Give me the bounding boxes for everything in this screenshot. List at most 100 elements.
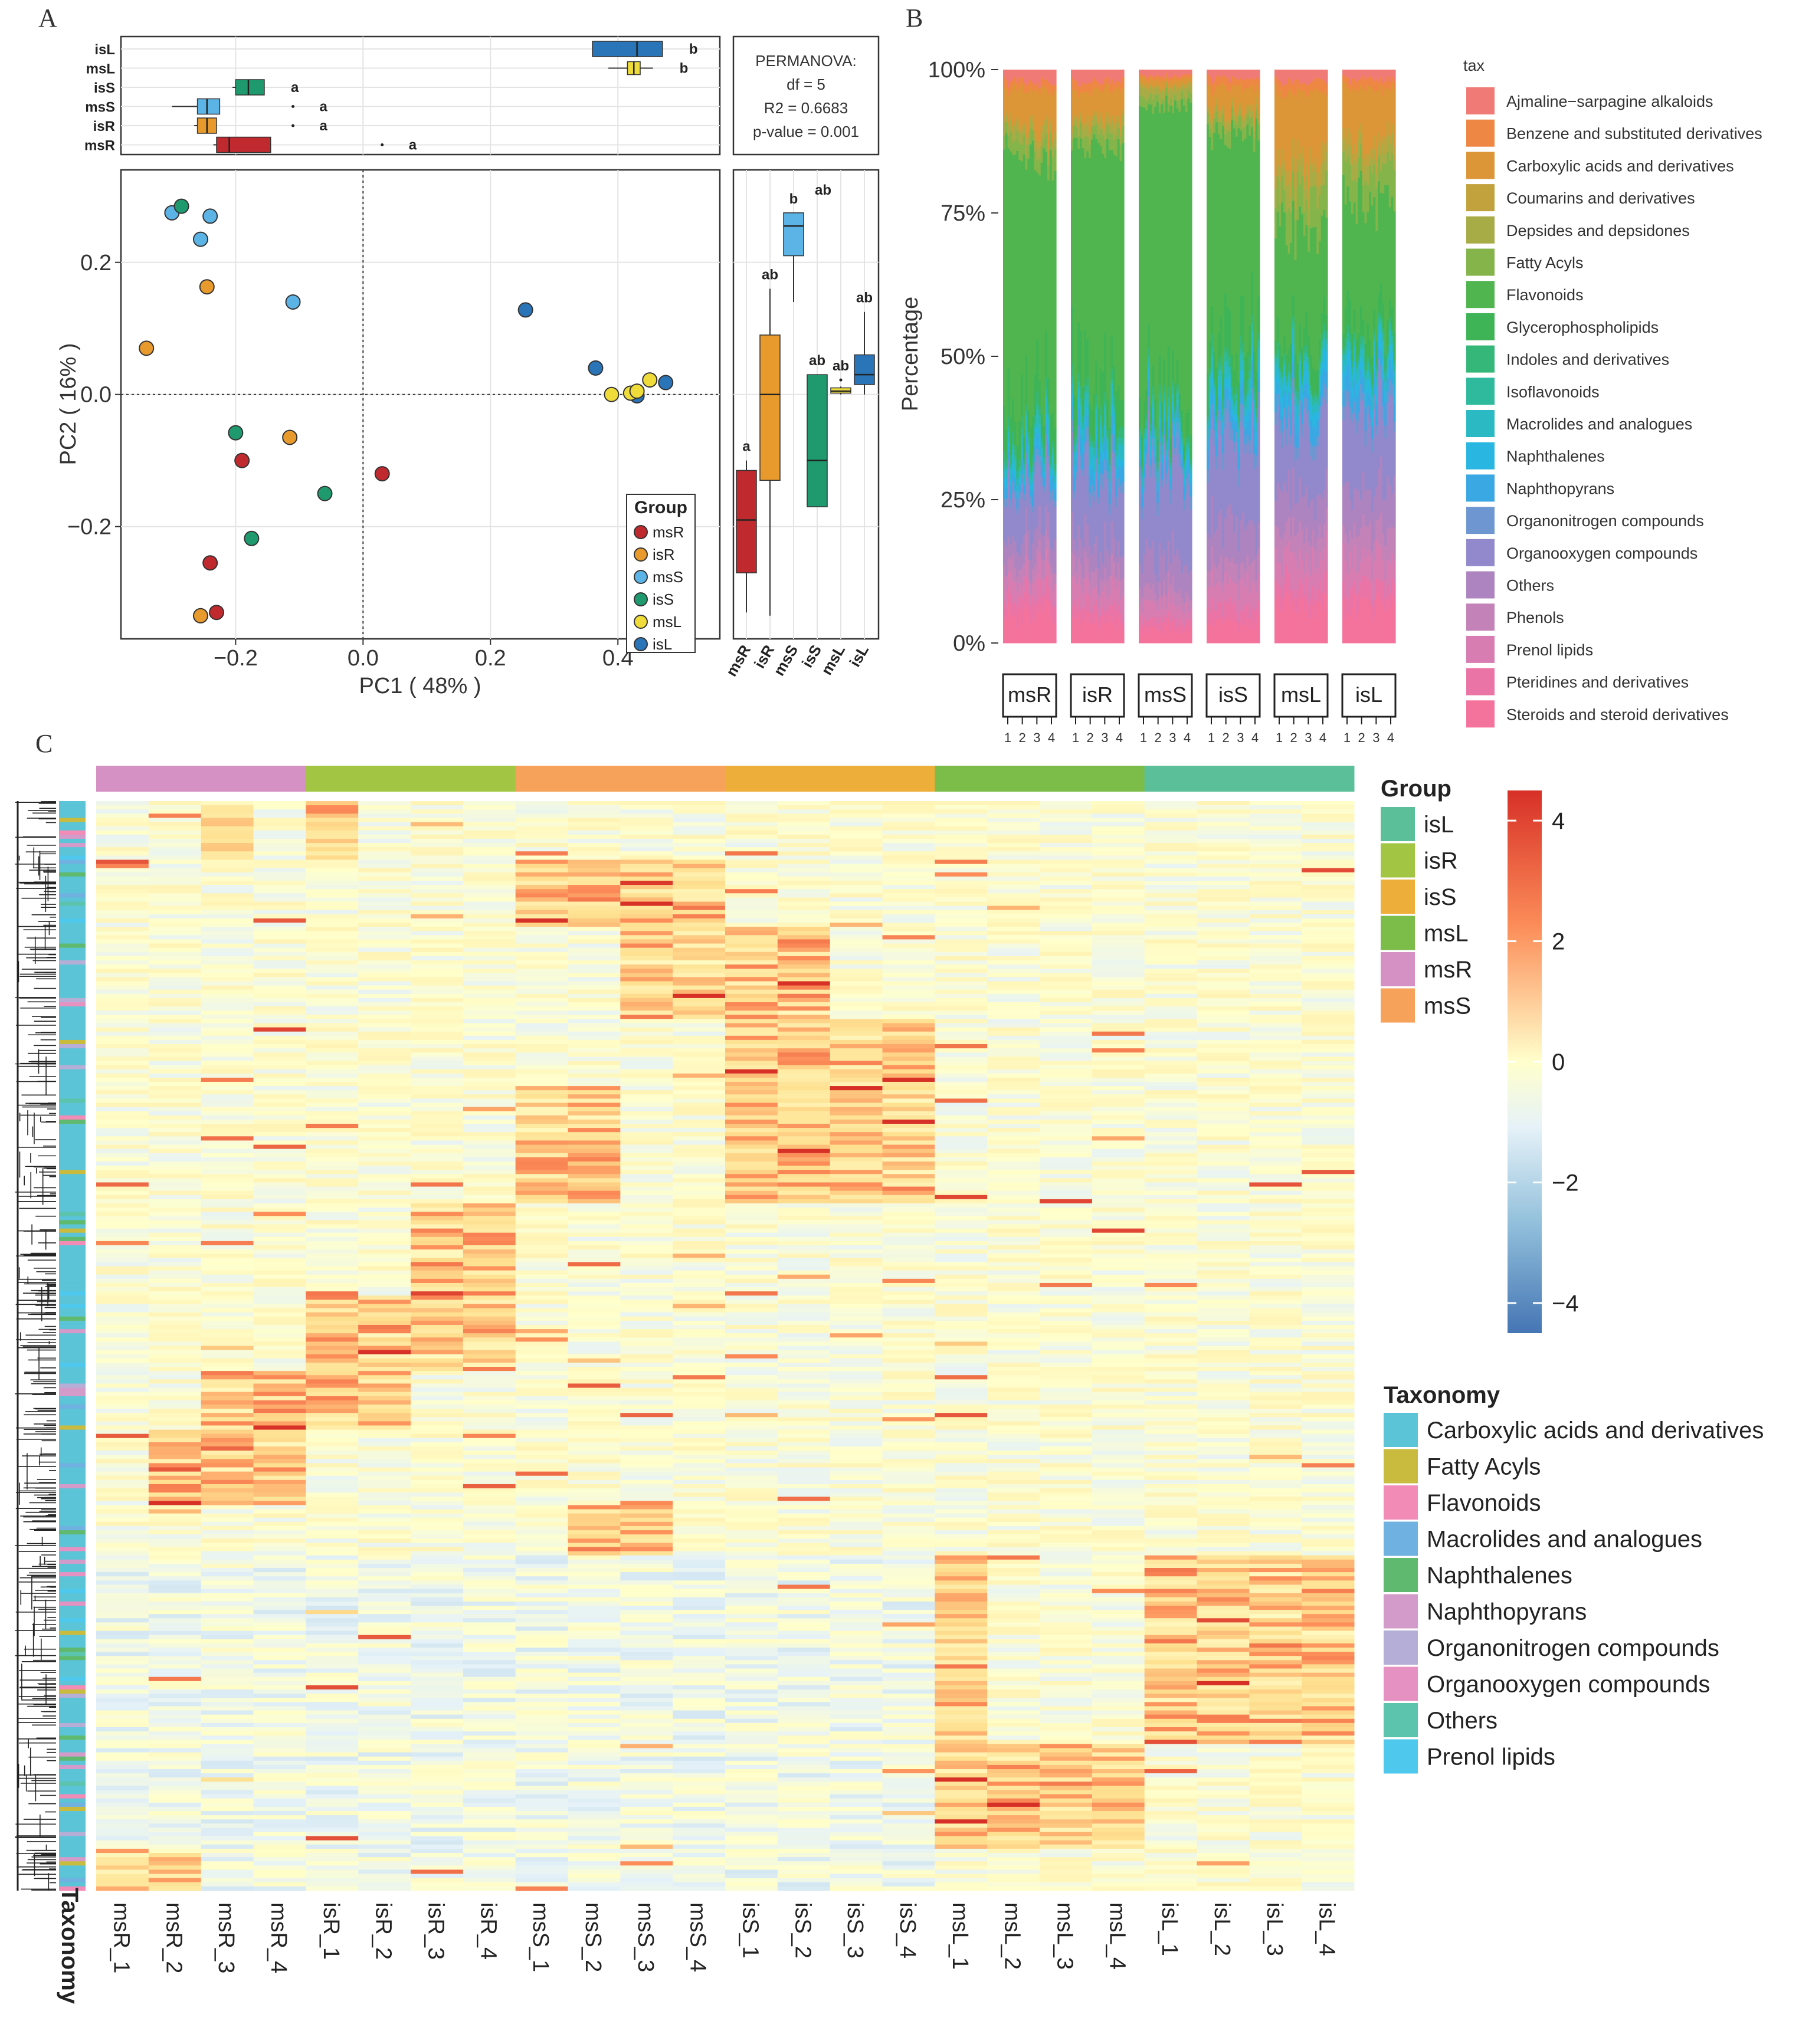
composition-bar-segment — [1082, 82, 1085, 93]
composition-bar-segment — [1355, 537, 1358, 573]
heatmap-cell — [1197, 952, 1250, 957]
heatmap-cell — [777, 859, 831, 865]
heatmap-cell — [987, 927, 1040, 931]
composition-bar-segment — [1346, 290, 1349, 326]
composition-bar-segment — [1369, 377, 1372, 386]
composition-bar-segment — [1373, 395, 1376, 409]
composition-bar-segment — [1010, 593, 1012, 614]
composition-bar-segment — [1054, 470, 1057, 476]
composition-bar-segment — [1325, 529, 1328, 570]
heatmap-cell — [1040, 943, 1093, 949]
heatmap-cell — [620, 805, 673, 810]
composition-bar-segment — [1379, 456, 1383, 513]
composition-bar-segment — [1292, 93, 1295, 139]
composition-bar-segment — [1378, 358, 1381, 372]
heatmap-cell — [777, 801, 831, 806]
heatmap-cell — [358, 964, 411, 969]
composition-bar-segment — [1051, 441, 1054, 448]
composition-bar-segment — [1253, 385, 1256, 393]
composition-bar-segment — [1226, 399, 1230, 414]
composition-bar-segment — [1207, 483, 1210, 534]
composition-bar-segment — [1018, 491, 1021, 499]
composition-bar-segment — [1189, 600, 1192, 609]
heatmap-cell — [673, 834, 726, 839]
composition-bar-segment — [1253, 152, 1256, 352]
composition-bar-segment — [1104, 402, 1107, 407]
composition-bar-segment — [1086, 115, 1089, 125]
heatmap-cell — [358, 960, 411, 965]
composition-bar-segment — [1257, 113, 1260, 121]
composition-bar-segment — [1312, 368, 1315, 396]
composition-bar-segment — [1283, 169, 1286, 191]
composition-bar-segment — [1181, 99, 1184, 411]
composition-bar-segment — [1253, 392, 1256, 401]
row-annotation-cell — [59, 943, 86, 949]
composition-bar-segment — [1143, 438, 1146, 451]
heatmap-cell — [620, 910, 673, 915]
composition-bar-segment — [1110, 575, 1113, 606]
heatmap-cell — [830, 989, 883, 995]
composition-bar-segment — [1045, 529, 1048, 549]
composition-bar-segment — [1036, 573, 1039, 600]
heatmap-cell — [777, 880, 831, 885]
composition-bar-segment — [1075, 137, 1078, 399]
composition-bar-segment — [1276, 211, 1280, 318]
heatmap-cell — [1040, 952, 1093, 957]
composition-bar-segment — [1145, 538, 1148, 583]
row-annotation-cell — [59, 1035, 86, 1041]
composition-bar-segment — [1012, 444, 1015, 450]
composition-bar-segment — [1110, 605, 1113, 623]
composition-bar-segment — [1303, 82, 1306, 91]
composition-bar-segment — [1075, 607, 1078, 619]
composition-bar-segment — [1102, 91, 1105, 122]
pca-scatter-panel: −0.2 0.0 0.2 0.4−0.20.00.2 PC1 ( 48% ) PC2 … — [56, 169, 721, 698]
composition-bar-segment — [1045, 444, 1048, 506]
heatmap-cell — [568, 818, 621, 823]
composition-bar-segment — [1391, 553, 1394, 579]
composition-bar-segment — [1274, 412, 1277, 425]
composition-bar-segment — [1285, 590, 1289, 644]
composition-bar-segment — [1255, 84, 1258, 98]
composition-bar-segment — [1090, 613, 1094, 623]
composition-bar-segment — [1010, 571, 1012, 595]
composition-bar-segment — [1077, 598, 1080, 615]
composition-bar-segment — [1172, 530, 1175, 576]
composition-bar-segment — [1246, 70, 1249, 79]
heatmap-cell — [830, 914, 883, 919]
heatmap-cell — [306, 985, 359, 990]
composition-bar-segment — [1299, 165, 1302, 185]
composition-bar-segment — [1102, 443, 1105, 452]
composition-bar-segment — [1351, 606, 1354, 644]
heatmap-cell — [306, 830, 359, 835]
heatmap-cell — [1197, 838, 1250, 844]
composition-bar-segment — [1296, 404, 1299, 416]
heatmap-cell — [777, 993, 831, 999]
heatmap-cell — [1144, 956, 1197, 961]
composition-bar-segment — [1075, 443, 1078, 452]
heatmap-cell — [830, 985, 883, 990]
composition-bar-segment — [1031, 83, 1035, 91]
composition-bar-segment — [1244, 586, 1247, 607]
composition-bar-segment — [1038, 158, 1041, 176]
row-annotation-cell — [59, 1790, 86, 1795]
composition-bar-segment — [1308, 251, 1310, 336]
heatmap-cell — [882, 868, 935, 873]
heatmap-cell — [987, 801, 1040, 806]
tax-legend-swatch — [1466, 442, 1495, 470]
composition-bar-segment — [1283, 547, 1286, 585]
composition-bar-segment — [1084, 579, 1087, 610]
heatmap-cell — [568, 897, 621, 902]
composition-bar-segment — [1034, 565, 1037, 581]
composition-bar-segment — [1075, 478, 1078, 550]
heatmap-cell — [568, 964, 621, 969]
heatmap-cell — [1040, 897, 1093, 902]
composition-bar-segment — [1165, 87, 1168, 96]
heatmap-cell — [411, 872, 464, 877]
heatmap-cell — [1092, 851, 1145, 856]
row-annotation-cell — [59, 1484, 86, 1489]
composition-bar-segment — [1323, 547, 1326, 573]
composition-bar-segment — [1360, 84, 1363, 124]
composition-bar-segment — [1323, 369, 1326, 383]
composition-bar-segment — [1242, 70, 1245, 80]
heatmap-cell — [1302, 893, 1355, 898]
